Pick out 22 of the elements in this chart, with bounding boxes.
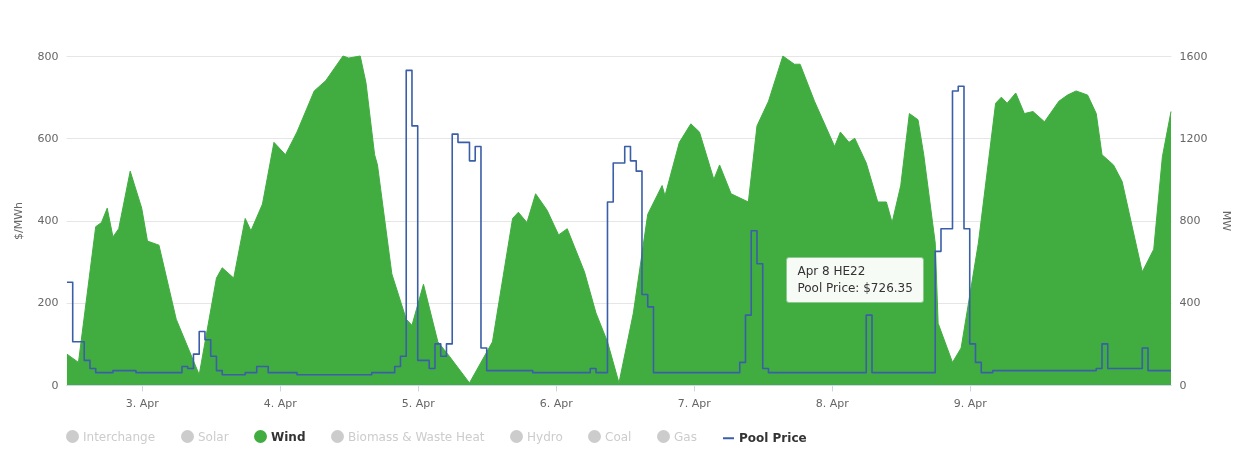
y-tick-label: 600 [37, 131, 59, 145]
x-tick-label: 4. Apr [263, 396, 298, 410]
x-tick-label: 9. Apr [953, 396, 988, 410]
y-tick-label: 0 [51, 378, 59, 392]
legend-label: Pool Price [739, 431, 807, 446]
y2-tick-label: 1600 [1179, 49, 1208, 63]
y2-axis-title: MW [1220, 210, 1234, 232]
x-tick-label: 5. Apr [401, 396, 436, 410]
y2-tick-label: 400 [1179, 296, 1201, 310]
x-tick-label: 3. Apr [125, 396, 160, 410]
y-tick-label: 400 [37, 214, 59, 227]
y-tick-label: 200 [37, 296, 59, 310]
y-axis-title: $/MWh [11, 201, 25, 241]
y-tick-label: 800 [37, 49, 59, 63]
legend-label: Wind [271, 429, 306, 444]
x-tick-label: 7. Apr [677, 396, 712, 410]
y2-tick-label: 1200 [1179, 131, 1208, 145]
annotation: Apr 8 HE22 Pool Price: $726.35 [797, 263, 913, 297]
y2-tick-label: 0 [1179, 378, 1187, 392]
x-tick-label: 6. Apr [539, 396, 574, 410]
y2-tick-label: 800 [1179, 214, 1201, 227]
x-tick-label: 8. Apr [815, 396, 850, 410]
